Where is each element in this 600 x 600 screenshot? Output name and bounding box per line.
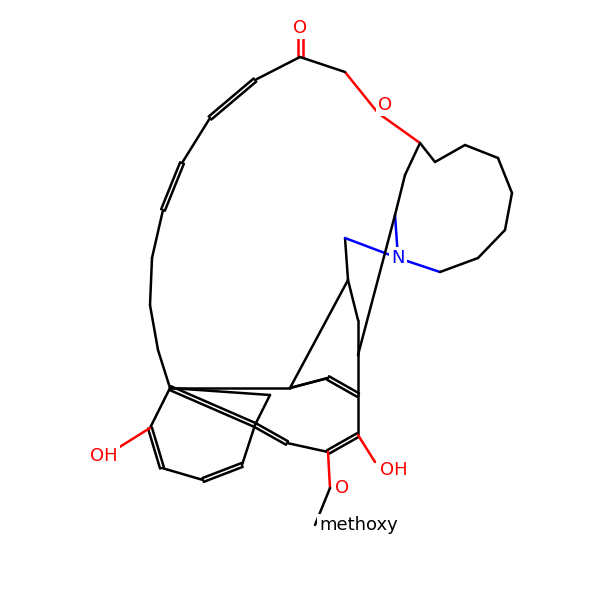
Text: OH: OH bbox=[380, 461, 407, 479]
Text: N: N bbox=[391, 249, 405, 267]
Text: methoxy: methoxy bbox=[319, 516, 398, 534]
Text: O: O bbox=[293, 19, 307, 37]
Text: OH: OH bbox=[91, 447, 118, 465]
Text: O: O bbox=[335, 479, 349, 497]
Text: O: O bbox=[378, 96, 392, 114]
